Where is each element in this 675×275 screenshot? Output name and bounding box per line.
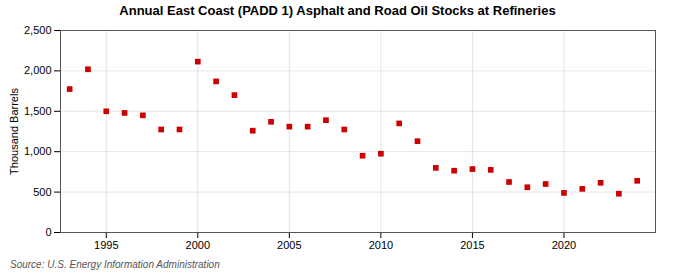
svg-text:1,500: 1,500 bbox=[24, 105, 52, 117]
svg-text:1995: 1995 bbox=[94, 239, 118, 251]
svg-text:2005: 2005 bbox=[277, 239, 301, 251]
svg-text:2,500: 2,500 bbox=[24, 24, 52, 36]
html-text:Source: U.S. Energy Informatio: Source: U.S. Energy Information Administ… bbox=[10, 259, 220, 270]
svg-text:0: 0 bbox=[45, 226, 51, 238]
svg-text:2010: 2010 bbox=[369, 239, 393, 251]
svg-text:2015: 2015 bbox=[460, 239, 484, 251]
svg-text:2,000: 2,000 bbox=[24, 64, 52, 76]
svg-text:2020: 2020 bbox=[552, 239, 576, 251]
html-text:Annual East Coast (PADD 1) Asp: Annual East Coast (PADD 1) Asphalt and R… bbox=[119, 3, 556, 18]
svg-text:Thousand Barrels: Thousand Barrels bbox=[8, 88, 20, 175]
svg-text:1,000: 1,000 bbox=[24, 145, 52, 157]
svg-text:500: 500 bbox=[33, 186, 51, 198]
svg-text:2000: 2000 bbox=[186, 239, 210, 251]
